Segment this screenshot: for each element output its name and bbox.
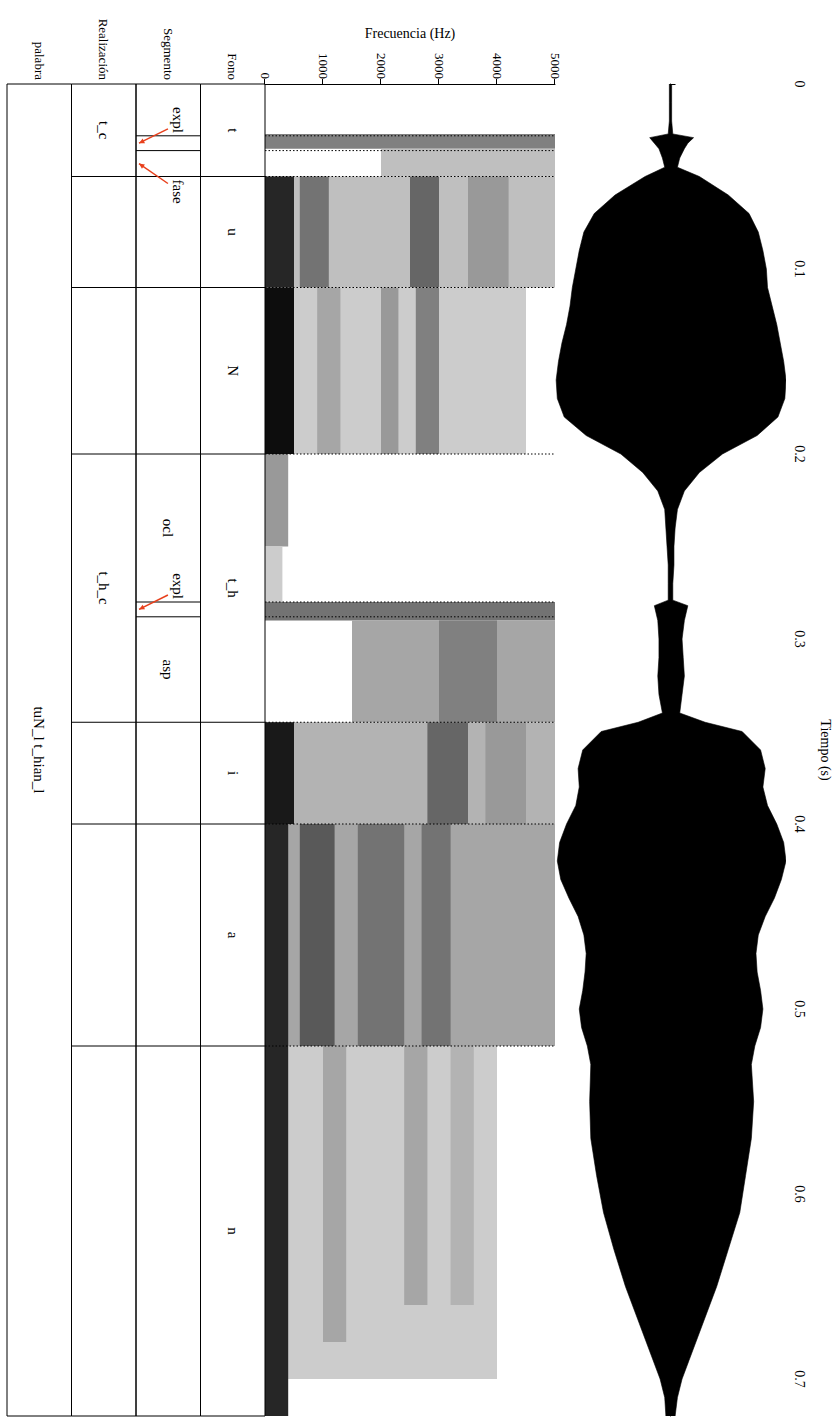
svg-text:a: a — [225, 932, 241, 939]
svg-text:expl: expl — [170, 107, 186, 133]
svg-text:t_c: t_c — [96, 121, 112, 140]
svg-text:i: i — [225, 771, 241, 775]
svg-text:palabra: palabra — [32, 42, 47, 80]
svg-text:expl: expl — [170, 573, 186, 599]
svg-text:4000: 4000 — [490, 53, 505, 79]
svg-text:Segmento: Segmento — [161, 28, 176, 80]
svg-text:ocl: ocl — [160, 519, 176, 537]
svg-text:Realización: Realización — [96, 19, 111, 81]
svg-text:t_h: t_h — [225, 579, 241, 599]
svg-text:fase: fase — [170, 180, 186, 204]
svg-text:asp: asp — [160, 660, 176, 680]
svg-text:0.6: 0.6 — [792, 1185, 807, 1203]
svg-text:0.1: 0.1 — [792, 260, 807, 278]
svg-text:Tiempo (s): Tiempo (s) — [817, 719, 833, 781]
svg-text:n: n — [225, 1227, 241, 1235]
svg-text:0.3: 0.3 — [792, 630, 807, 648]
svg-text:Fono: Fono — [225, 53, 240, 80]
svg-text:5000: 5000 — [548, 53, 563, 79]
svg-text:0.5: 0.5 — [792, 1000, 807, 1018]
svg-text:t: t — [225, 128, 241, 133]
svg-text:0.7: 0.7 — [792, 1370, 807, 1388]
svg-text:Frecuencia (Hz): Frecuencia (Hz) — [365, 26, 456, 42]
svg-text:0.4: 0.4 — [792, 815, 807, 833]
svg-text:0.2: 0.2 — [792, 445, 807, 463]
svg-text:3000: 3000 — [432, 53, 447, 79]
svg-text:t_h_c: t_h_c — [96, 571, 112, 605]
svg-text:0: 0 — [258, 73, 273, 80]
svg-text:1000: 1000 — [316, 53, 331, 79]
svg-text:0: 0 — [792, 81, 807, 88]
svg-text:N: N — [225, 365, 241, 376]
svg-text:u: u — [225, 228, 241, 236]
svg-text:tuN_l t_hian_l: tuN_l t_hian_l — [31, 706, 47, 793]
svg-text:2000: 2000 — [374, 53, 389, 79]
